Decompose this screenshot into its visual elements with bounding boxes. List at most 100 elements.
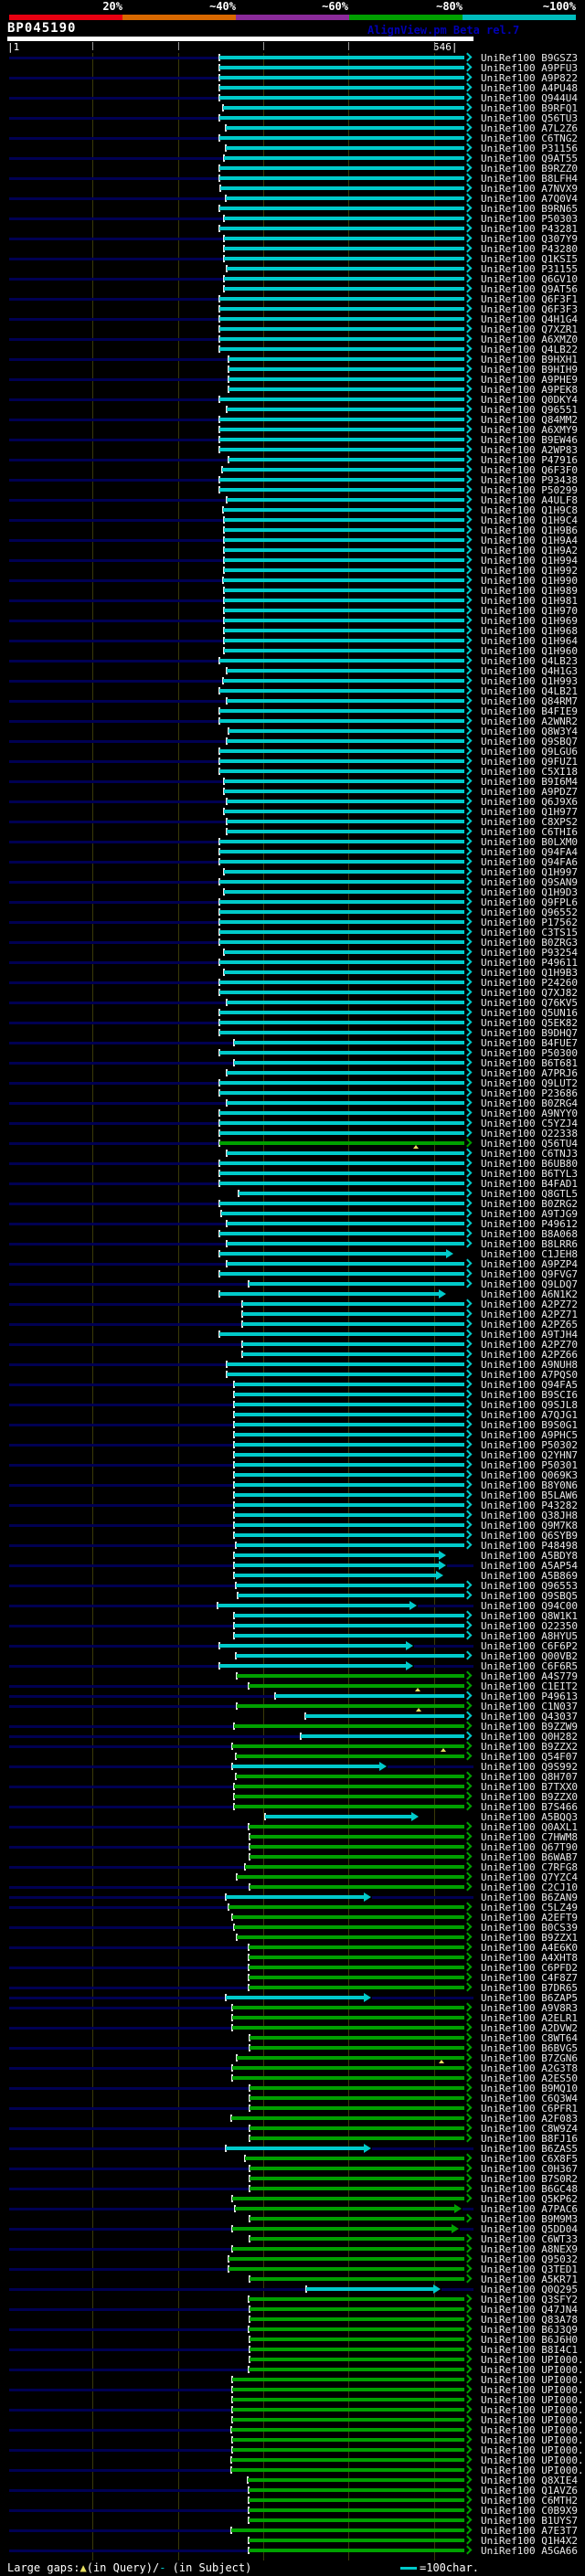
alignment-row[interactable]: UniRef100_B6T681 <box>0 1057 585 1068</box>
subject-id-label[interactable]: UniRef100_Q9LUT2 <box>481 1078 578 1088</box>
subject-id-label[interactable]: UniRef100_A2PZ70 <box>481 1340 578 1350</box>
alignment-row[interactable]: UniRef100_C1EIT2 <box>0 1680 585 1691</box>
alignment-row[interactable]: UniRef100_C7RFG8 <box>0 1861 585 1872</box>
subject-id-label[interactable]: UniRef100_B9RFQ1 <box>481 103 578 113</box>
subject-id-label[interactable]: UniRef100_C1JEH8 <box>481 1249 578 1259</box>
subject-id-label[interactable]: UniRef100_A2DVW2 <box>481 2023 578 2033</box>
subject-id-label[interactable]: UniRef100_Q7XZR1 <box>481 324 578 334</box>
alignment-row[interactable]: UniRef100_Q96551 <box>0 404 585 415</box>
alignment-row[interactable]: UniRef100_Q8W1K1 <box>0 1610 585 1621</box>
alignment-row[interactable]: UniRef100_A7PRJ6 <box>0 1067 585 1078</box>
alignment-row[interactable]: UniRef100_Q83A78 <box>0 2314 585 2325</box>
subject-id-label[interactable]: UniRef100_C1EIT2 <box>481 1681 578 1691</box>
subject-id-label[interactable]: UniRef100_P48498 <box>481 1541 578 1551</box>
alignment-row[interactable]: UniRef100_P50299 <box>0 484 585 495</box>
subject-id-label[interactable]: UniRef100_B4FUE7 <box>481 1038 578 1048</box>
alignment-row[interactable]: UniRef100_A9PHC5 <box>0 1429 585 1440</box>
alignment-row[interactable]: UniRef100_Q54F07 <box>0 1751 585 1762</box>
subject-id-label[interactable]: UniRef100_A7PAC6 <box>481 2204 578 2214</box>
subject-id-label[interactable]: UniRef100_B0LXM0 <box>481 837 578 847</box>
subject-id-label[interactable]: UniRef100_P49613 <box>481 1691 578 1701</box>
alignment-row[interactable]: UniRef100_O22338 <box>0 1128 585 1139</box>
alignment-row[interactable]: UniRef100_A2PZ65 <box>0 1319 585 1330</box>
alignment-row[interactable]: UniRef100_Q94FA4 <box>0 846 585 857</box>
subject-id-label[interactable]: UniRef100_Q5KP62 <box>481 2194 578 2204</box>
subject-id-label[interactable]: UniRef100_A4PU48 <box>481 83 578 93</box>
alignment-row[interactable]: UniRef100_B4FAD1 <box>0 1178 585 1189</box>
alignment-row[interactable]: UniRef100_Q94FA5 <box>0 1379 585 1390</box>
subject-id-label[interactable]: UniRef100_C6Q3W4 <box>481 2094 578 2104</box>
subject-id-label[interactable]: UniRef100_Q1H992 <box>481 566 578 576</box>
alignment-row[interactable]: UniRef100_Q9LDQ7 <box>0 1278 585 1289</box>
alignment-row[interactable]: UniRef100_A6XMZ0 <box>0 334 585 345</box>
alignment-row[interactable]: UniRef100_Q1H994 <box>0 555 585 566</box>
alignment-row[interactable]: UniRef100_A8HYU5 <box>0 1630 585 1641</box>
alignment-row[interactable]: UniRef100_B9RFQ1 <box>0 102 585 113</box>
alignment-row[interactable]: UniRef100_A4ULF8 <box>0 494 585 505</box>
subject-id-label[interactable]: UniRef100_Q8XIE4 <box>481 2475 578 2486</box>
alignment-row[interactable]: UniRef100_Q6SYB9 <box>0 1530 585 1541</box>
alignment-row[interactable]: UniRef100_P23686 <box>0 1087 585 1098</box>
alignment-row[interactable]: UniRef100_Q76KV5 <box>0 997 585 1008</box>
subject-id-label[interactable]: UniRef100_A2PZ65 <box>481 1320 578 1330</box>
alignment-row[interactable]: UniRef100_A7E3T7 <box>0 2525 585 2536</box>
subject-id-label[interactable]: UniRef100_UPI000.. <box>481 2385 585 2395</box>
subject-id-label[interactable]: UniRef100_P31156 <box>481 143 578 154</box>
alignment-row[interactable]: UniRef100_A2WNR2 <box>0 716 585 726</box>
subject-id-label[interactable]: UniRef100_A5KR71 <box>481 2274 578 2284</box>
alignment-row[interactable]: UniRef100_A2DVW2 <box>0 2022 585 2033</box>
subject-id-label[interactable]: UniRef100_A6XMY9 <box>481 425 578 435</box>
subject-id-label[interactable]: UniRef100_P24260 <box>481 978 578 988</box>
subject-id-label[interactable]: UniRef100_C6PFD2 <box>481 1963 578 1973</box>
subject-id-label[interactable]: UniRef100_C7HWM8 <box>481 1832 578 1842</box>
subject-id-label[interactable]: UniRef100_O22338 <box>481 1129 578 1139</box>
subject-id-label[interactable]: UniRef100_Q8H707 <box>481 1772 578 1782</box>
subject-id-label[interactable]: UniRef100_Q1AVZ6 <box>481 2486 578 2496</box>
subject-id-label[interactable]: UniRef100_Q1H968 <box>481 626 578 636</box>
subject-id-label[interactable]: UniRef100_Q1H9C8 <box>481 505 578 515</box>
alignment-row[interactable]: UniRef100_B9I6M4 <box>0 776 585 787</box>
alignment-row[interactable]: UniRef100_B6ZAN9 <box>0 1892 585 1903</box>
subject-id-label[interactable]: UniRef100_Q9SBQ7 <box>481 737 578 747</box>
alignment-row[interactable]: UniRef100_A5AP54 <box>0 1561 585 1571</box>
alignment-row[interactable]: UniRef100_UPI000.. <box>0 2434 585 2445</box>
subject-id-label[interactable]: UniRef100_Q83A78 <box>481 2315 578 2325</box>
subject-id-label[interactable]: UniRef100_Q0Q295 <box>481 2284 578 2295</box>
subject-id-label[interactable]: UniRef100_Q2YHN7 <box>481 1450 578 1460</box>
subject-id-label[interactable]: UniRef100_A5BQQ3 <box>481 1812 578 1822</box>
subject-id-label[interactable]: UniRef100_A5BDY8 <box>481 1551 578 1561</box>
alignment-row[interactable]: UniRef100_UPI000.. <box>0 2465 585 2475</box>
alignment-row[interactable]: UniRef100_Q3SFY2 <box>0 2294 585 2305</box>
subject-id-label[interactable]: UniRef100_C8WT64 <box>481 2033 578 2043</box>
subject-id-label[interactable]: UniRef100_UPI000.. <box>481 2425 585 2435</box>
alignment-row[interactable]: UniRef100_B6GC48 <box>0 2183 585 2194</box>
subject-id-label[interactable]: UniRef100_Q95032 <box>481 2254 578 2264</box>
subject-id-label[interactable]: UniRef100_B0ZRG4 <box>481 1098 578 1108</box>
subject-id-label[interactable]: UniRef100_B6T681 <box>481 1058 578 1068</box>
subject-id-label[interactable]: UniRef100_Q84RM7 <box>481 696 578 706</box>
alignment-row[interactable]: UniRef100_A2F083 <box>0 2113 585 2124</box>
alignment-row[interactable]: UniRef100_B9HXH1 <box>0 354 585 365</box>
subject-id-label[interactable]: UniRef100_A7QJG1 <box>481 1410 578 1420</box>
subject-id-label[interactable]: UniRef100_P50301 <box>481 1460 578 1470</box>
alignment-row[interactable]: UniRef100_Q1H981 <box>0 595 585 606</box>
alignment-row[interactable]: UniRef100_Q7XZR1 <box>0 323 585 334</box>
alignment-row[interactable]: UniRef100_P50300 <box>0 1047 585 1058</box>
subject-id-label[interactable]: UniRef100_A2PZ71 <box>481 1309 578 1320</box>
alignment-row[interactable]: UniRef100_Q1AVZ6 <box>0 2485 585 2496</box>
alignment-row[interactable]: UniRef100_Q5DD04 <box>0 2224 585 2234</box>
alignment-row[interactable]: UniRef100_B8LFH4 <box>0 173 585 184</box>
subject-id-label[interactable]: UniRef100_P43280 <box>481 244 578 254</box>
subject-id-label[interactable]: UniRef100_Q1H9A4 <box>481 535 578 546</box>
alignment-row[interactable]: UniRef100_A2EFT9 <box>0 1912 585 1923</box>
subject-id-label[interactable]: UniRef100_UPI000.. <box>481 2395 585 2405</box>
alignment-row[interactable]: UniRef100_Q8H707 <box>0 1771 585 1782</box>
subject-id-label[interactable]: UniRef100_Q1H964 <box>481 636 578 646</box>
subject-id-label[interactable]: UniRef100_Q1H969 <box>481 616 578 626</box>
subject-id-label[interactable]: UniRef100_B9S0G1 <box>481 1420 578 1430</box>
alignment-row[interactable]: UniRef100_Q1H997 <box>0 866 585 877</box>
subject-id-label[interactable]: UniRef100_B7S0R2 <box>481 2174 578 2184</box>
subject-id-label[interactable]: UniRef100_Q47JN4 <box>481 2305 578 2315</box>
alignment-row[interactable]: UniRef100_B4FUE7 <box>0 1037 585 1048</box>
alignment-row[interactable]: UniRef100_B7S0R2 <box>0 2173 585 2184</box>
